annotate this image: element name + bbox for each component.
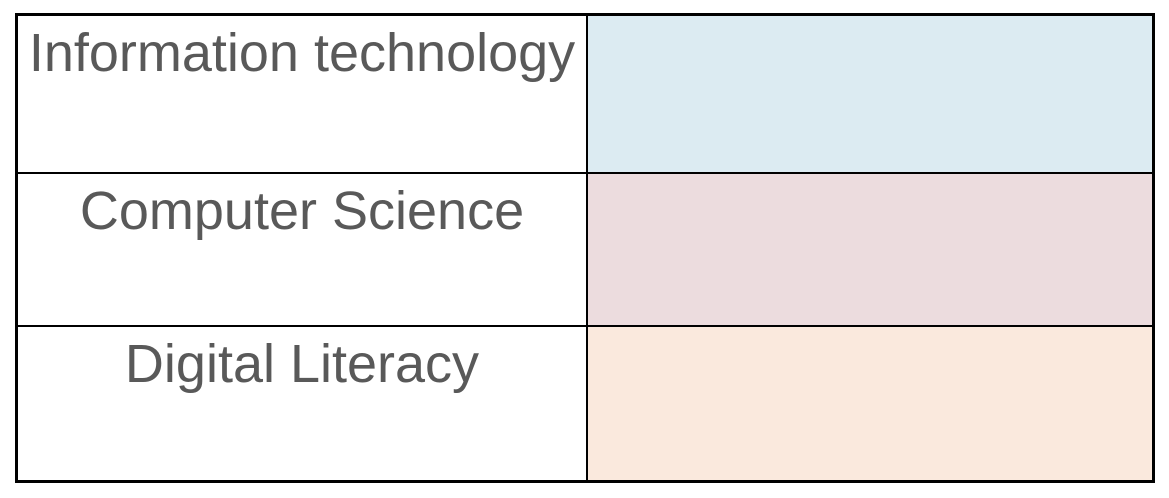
table-row: Information technology (15, 13, 1155, 174)
table-row: Computer Science (15, 171, 1155, 327)
subject-label-cell-computer-science: Computer Science (15, 171, 588, 327)
table-row: Digital Literacy (15, 324, 1155, 483)
color-swatch-cell-pink (586, 171, 1155, 327)
color-swatch-cell-blue (586, 13, 1155, 174)
subject-label-cell-digital-literacy: Digital Literacy (15, 324, 588, 483)
color-swatch-cell-peach (586, 324, 1155, 483)
subject-label-cell-information-technology: Information technology (15, 13, 588, 174)
subjects-table: Information technology Computer Science … (15, 13, 1155, 483)
